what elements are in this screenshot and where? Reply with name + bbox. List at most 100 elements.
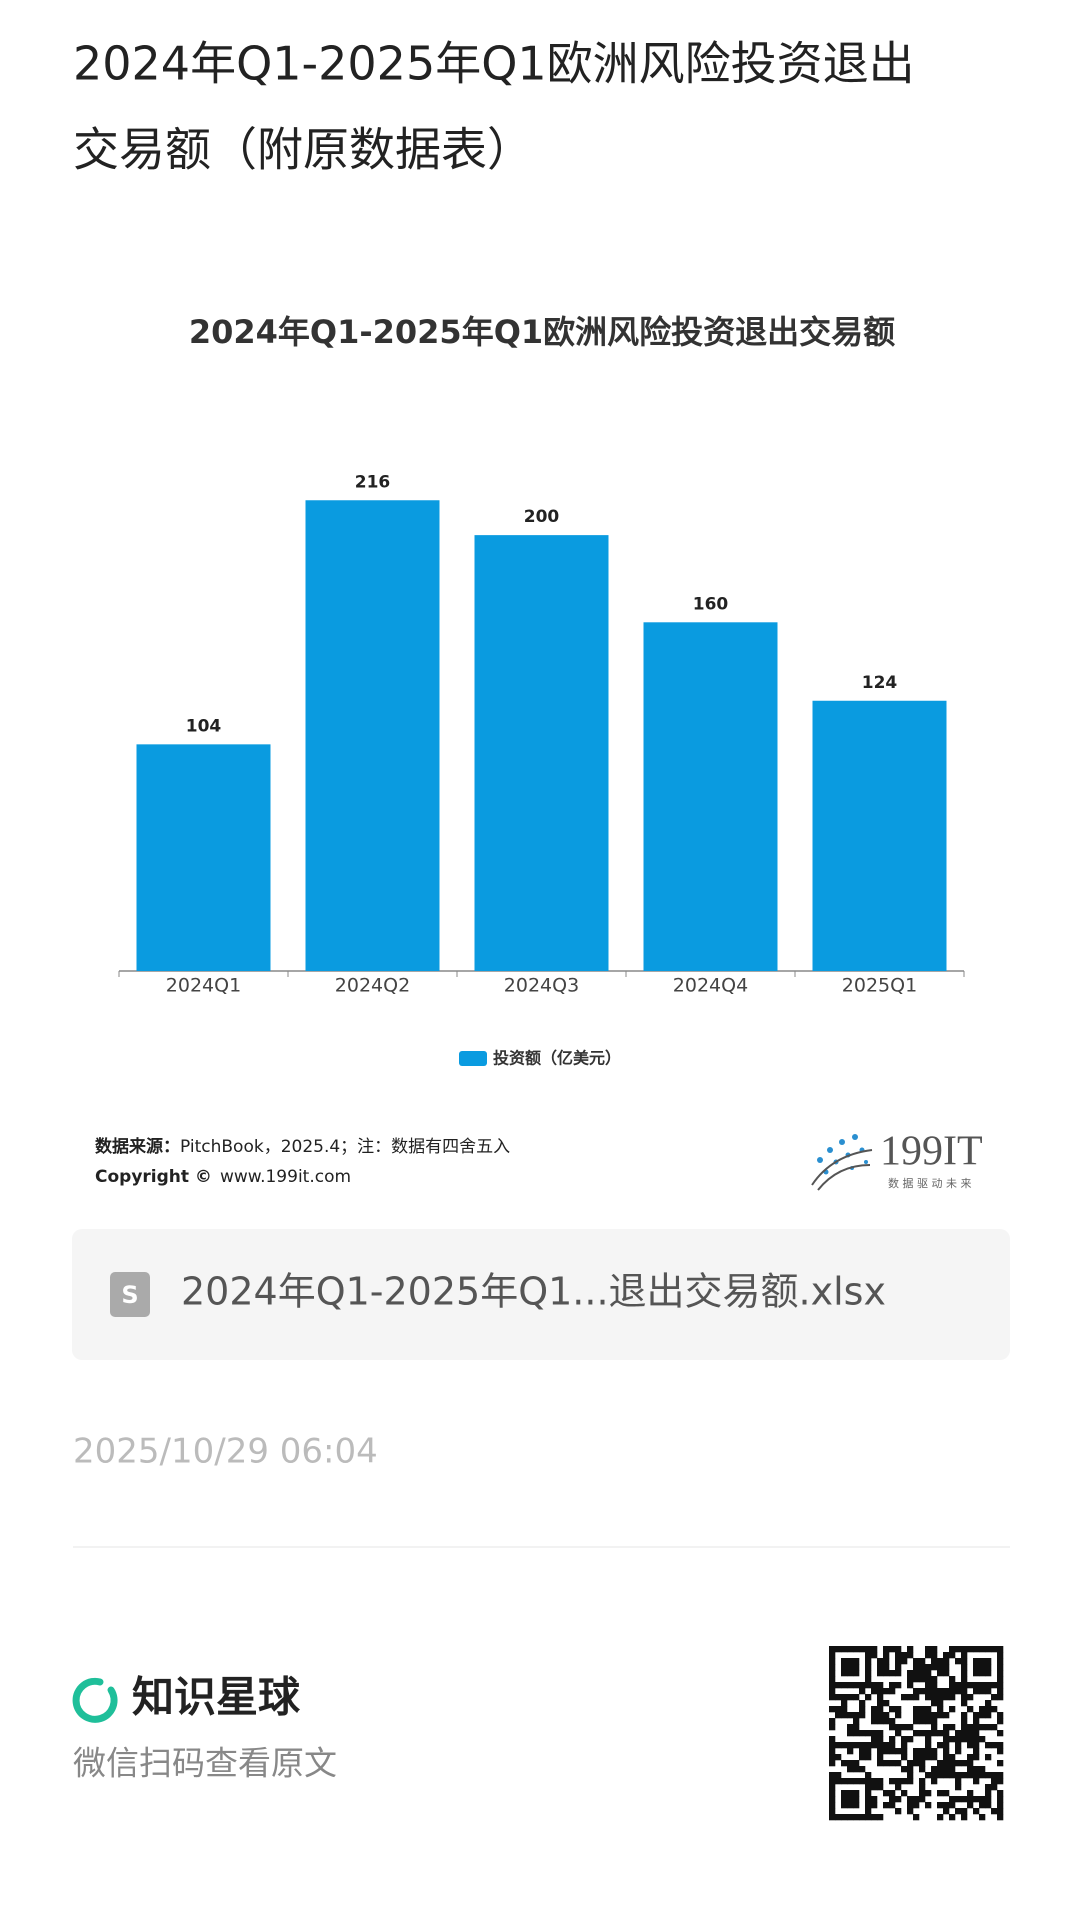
qr-cell [937,1694,944,1701]
qr-cell [925,1652,932,1659]
qr-cell [925,1790,932,1797]
qr-cell [973,1748,980,1755]
qr-cell [973,1730,980,1737]
qr-cell [841,1712,848,1719]
qr-cell [865,1676,872,1683]
qr-cell [883,1670,890,1677]
qr-cell [961,1730,968,1737]
qr-cell [901,1790,908,1797]
qr-cell [895,1712,902,1719]
qr-cell [841,1664,848,1671]
qr-cell [829,1652,836,1659]
qr-cell [997,1646,1004,1653]
qr-cell [895,1760,902,1767]
qr-cell [907,1772,914,1779]
bar [474,535,609,971]
qr-cell [991,1694,998,1701]
qr-cell [973,1766,980,1773]
qr-cell [913,1730,920,1737]
qr-cell [985,1712,992,1719]
qr-cell [997,1718,1004,1725]
qr-cell [889,1724,896,1731]
qr-cell [919,1676,926,1683]
qr-cell [997,1688,1004,1695]
qr-cell [847,1766,854,1773]
qr-cell [865,1742,872,1749]
qr-cell [871,1730,878,1737]
qr-cell [853,1718,860,1725]
qr-cell [829,1802,836,1809]
file-card[interactable] [72,1229,1010,1360]
qr-cell [871,1688,878,1695]
qr-cell [871,1796,878,1803]
qr-cell [991,1808,998,1815]
qr-cell [847,1742,854,1749]
qr-cell [997,1808,1004,1815]
qr-cell [985,1688,992,1695]
file-icon-glyph: S [121,1281,138,1309]
qr-cell [859,1682,866,1689]
logo-text: 199IT [880,1129,983,1175]
qr-cell [973,1712,980,1719]
qr-cell [901,1694,908,1701]
qr-cell [919,1796,926,1803]
file-name[interactable]: 2024年Q1-2025年Q1...退出交易额.xlsx [181,1270,886,1314]
qr-cell [937,1802,944,1809]
qr-cell [973,1724,980,1731]
qr-cell [955,1646,962,1653]
qr-cell [889,1688,896,1695]
qr-cell [901,1736,908,1743]
qr-cell [997,1760,1004,1767]
qr-cell [985,1790,992,1797]
qr-cell [955,1760,962,1767]
qr-cell [943,1736,950,1743]
qr-cell [997,1712,1004,1719]
qr-cell [859,1742,866,1749]
qr-cell [865,1808,872,1815]
qr-cell [829,1664,836,1671]
qr-cell [865,1754,872,1761]
qr-cell [979,1658,986,1665]
qr-cell [889,1646,896,1653]
qr-cell [955,1688,962,1695]
qr-cell [949,1688,956,1695]
qr-cell [961,1676,968,1683]
qr-cell [895,1706,902,1713]
qr-cell [925,1742,932,1749]
qr-cell [949,1766,956,1773]
qr-cell [961,1670,968,1677]
qr-cell [943,1664,950,1671]
qr-cell [919,1766,926,1773]
qr-cell [865,1682,872,1689]
qr-cell [937,1814,944,1821]
qr-cell [979,1724,986,1731]
qr-code[interactable] [829,1646,1004,1821]
qr-cell [853,1724,860,1731]
qr-cell [925,1688,932,1695]
qr-cell [901,1742,908,1749]
qr-cell [865,1658,872,1665]
qr-cell [883,1760,890,1767]
qr-cell [853,1742,860,1749]
qr-cell [937,1688,944,1695]
qr-cell [955,1742,962,1749]
qr-cell [841,1670,848,1677]
qr-cell [913,1688,920,1695]
qr-cell [841,1796,848,1803]
qr-cell [961,1700,968,1707]
qr-cell [961,1724,968,1731]
qr-cell [937,1706,944,1713]
qr-cell [931,1730,938,1737]
value-label: 104 [186,716,222,736]
qr-cell [979,1670,986,1677]
qr-cell [829,1778,836,1785]
qr-cell [949,1706,956,1713]
qr-cell [847,1796,854,1803]
qr-cell [961,1682,968,1689]
qr-cell [979,1688,986,1695]
qr-cell [877,1658,884,1665]
qr-cell [853,1670,860,1677]
qr-cell [835,1646,842,1653]
qr-cell [859,1814,866,1821]
qr-cell [919,1748,926,1755]
